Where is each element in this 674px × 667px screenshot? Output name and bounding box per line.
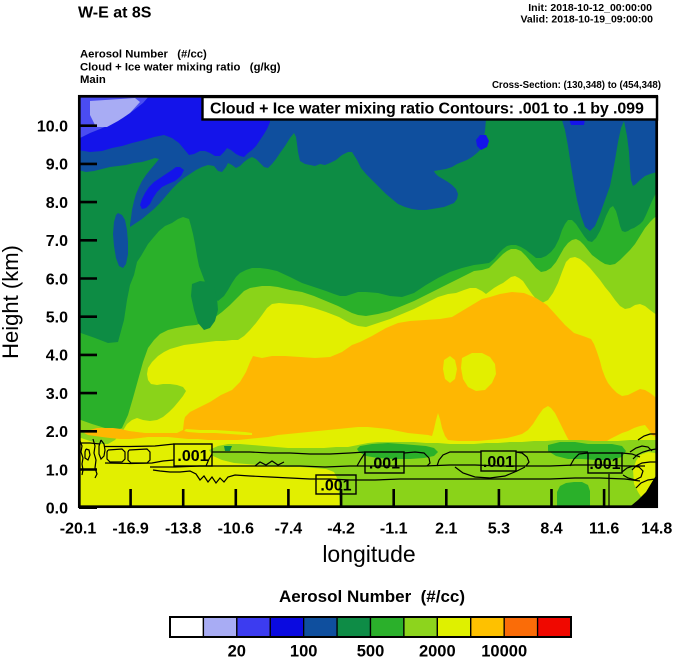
svg-text:Height (km): Height (km) [0, 245, 23, 359]
svg-text:-13.8: -13.8 [165, 521, 202, 538]
svg-text:.001: .001 [320, 478, 351, 495]
svg-text:Cross-Section: (130,348) to (4: Cross-Section: (130,348) to (454,348) [492, 80, 661, 91]
svg-text:14.8: 14.8 [641, 521, 672, 538]
svg-text:Init: 2018-10-12_00:00:00: Init: 2018-10-12_00:00:00 [528, 2, 652, 14]
svg-text:2.1: 2.1 [435, 521, 457, 538]
svg-text:10000: 10000 [481, 643, 527, 661]
svg-text:3.0: 3.0 [46, 386, 68, 403]
svg-text:4.0: 4.0 [46, 348, 68, 365]
svg-text:.001: .001 [483, 454, 514, 471]
svg-text:.001: .001 [369, 456, 400, 473]
svg-text:-1.1: -1.1 [380, 521, 408, 538]
svg-text:20: 20 [228, 643, 246, 661]
svg-text:2.0: 2.0 [46, 424, 68, 441]
svg-text:500: 500 [357, 643, 385, 661]
svg-text:11.6: 11.6 [589, 521, 619, 538]
svg-text:Valid: 2018-10-19_09:00:00: Valid: 2018-10-19_09:00:00 [520, 14, 653, 26]
svg-text:Aerosol Number (#/cc): Aerosol Number (#/cc) [279, 587, 465, 606]
svg-text:1.0: 1.0 [46, 462, 68, 479]
svg-text:-16.9: -16.9 [112, 521, 149, 538]
svg-text:0.0: 0.0 [46, 501, 68, 518]
svg-text:-20.1: -20.1 [60, 521, 97, 538]
svg-text:5.3: 5.3 [488, 521, 510, 538]
svg-text:Main: Main [80, 74, 106, 86]
svg-text:100: 100 [290, 643, 318, 661]
svg-text:6.0: 6.0 [46, 271, 68, 288]
svg-text:7.0: 7.0 [46, 233, 68, 250]
svg-text:-4.2: -4.2 [327, 521, 355, 538]
svg-text:longitude: longitude [322, 541, 415, 567]
svg-text:-7.4: -7.4 [275, 521, 303, 538]
svg-text:W-E at 8S: W-E at 8S [78, 5, 152, 22]
svg-text:10.0: 10.0 [37, 119, 68, 136]
svg-text:.001: .001 [177, 448, 208, 465]
svg-text:8.4: 8.4 [540, 521, 562, 538]
svg-text:2000: 2000 [419, 643, 456, 661]
svg-text:8.0: 8.0 [46, 195, 68, 212]
svg-text:Cloud + Ice water mixing ratio: Cloud + Ice water mixing ratio Contours:… [210, 101, 644, 118]
svg-text:5.0: 5.0 [46, 310, 68, 327]
svg-text:9.0: 9.0 [46, 157, 68, 174]
svg-text:Aerosol Number (#/cc): Aerosol Number (#/cc) [80, 49, 207, 61]
svg-text:.001: .001 [589, 456, 620, 473]
svg-text:Cloud + Ice water mixing ratio: Cloud + Ice water mixing ratio (g/kg) [80, 62, 281, 74]
svg-text:-10.6: -10.6 [218, 521, 255, 538]
